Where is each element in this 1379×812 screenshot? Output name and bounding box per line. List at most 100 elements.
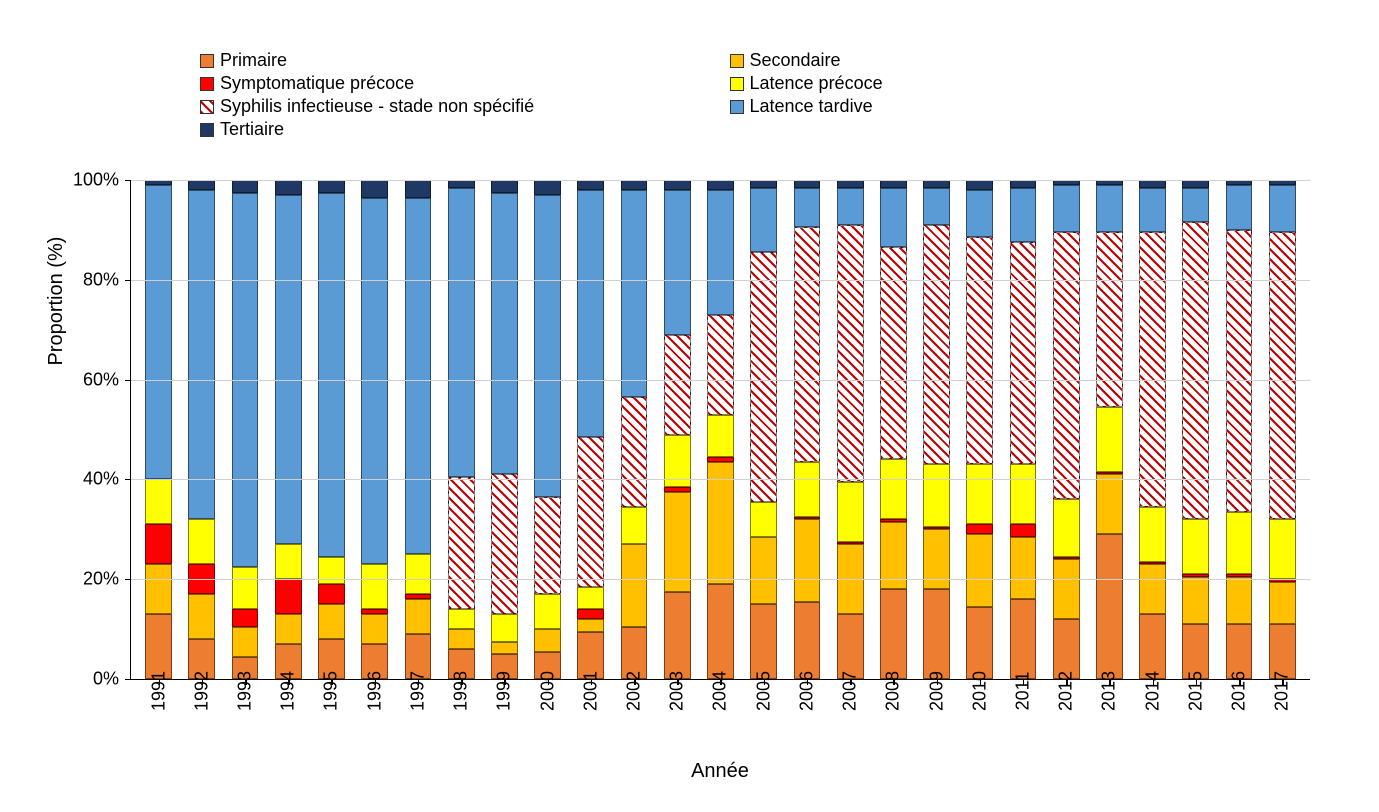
segment-latence_precoce (880, 459, 907, 519)
bar-slot: 2014 (1131, 180, 1174, 679)
xtick-label: 2007 (840, 671, 861, 711)
xtick-label: 2017 (1272, 671, 1293, 711)
segment-latence_precoce (966, 464, 993, 524)
bar-slot: 2009 (915, 180, 958, 679)
bar-2009 (923, 180, 950, 679)
segment-latence_tardive (1010, 188, 1037, 243)
segment-tertiaire (232, 180, 259, 192)
bar-1997 (405, 180, 432, 679)
bar-slot: 1996 (353, 180, 396, 679)
xtick-label: 1992 (191, 671, 212, 711)
segment-primaire (145, 614, 172, 679)
bar-slot: 2005 (742, 180, 785, 679)
segment-latence_precoce (188, 519, 215, 564)
legend-swatch-secondaire (730, 54, 744, 68)
bar-slot: 2004 (699, 180, 742, 679)
bar-slot: 2007 (829, 180, 872, 679)
xtick-label: 1996 (364, 671, 385, 711)
xtick-label: 2014 (1142, 671, 1163, 711)
y-axis-label: Proportion (%) (45, 237, 68, 366)
segment-latence_tardive (577, 190, 604, 437)
legend: PrimaireSymptomatique précoceSyphilis in… (200, 50, 1259, 142)
gridline (131, 479, 1310, 480)
bar-slot: 2001 (569, 180, 612, 679)
segment-secondaire (1226, 577, 1253, 624)
segment-secondaire (1139, 564, 1166, 614)
segment-latence_precoce (534, 594, 561, 629)
segment-primaire (880, 589, 907, 679)
segment-latence_tardive (794, 188, 821, 228)
stacked-bar-chart: PrimaireSymptomatique précoceSyphilis in… (0, 0, 1379, 812)
segment-secondaire (621, 544, 648, 626)
segment-tertiaire (534, 180, 561, 195)
segment-tertiaire (1182, 180, 1209, 187)
segment-latence_tardive (923, 188, 950, 225)
segment-latence_precoce (145, 479, 172, 524)
segment-latence_tardive (1139, 188, 1166, 233)
segment-latence_precoce (1182, 519, 1209, 574)
bar-2015 (1182, 180, 1209, 679)
bar-slot: 2000 (526, 180, 569, 679)
bar-2002 (621, 180, 648, 679)
bar-slot: 2006 (785, 180, 828, 679)
legend-label: Symptomatique précoce (220, 73, 414, 94)
segment-tertiaire (1010, 180, 1037, 187)
segment-latence_precoce (405, 554, 432, 594)
segment-latence_precoce (448, 609, 475, 629)
segment-latence_tardive (664, 190, 691, 335)
segment-non_specifie (1182, 222, 1209, 519)
segment-tertiaire (707, 180, 734, 190)
legend-item-secondaire: Secondaire (730, 50, 1260, 71)
bar-slot: 2013 (1088, 180, 1131, 679)
segment-non_specifie (837, 225, 864, 482)
xtick-label: 1998 (451, 671, 472, 711)
segment-latence_tardive (188, 190, 215, 519)
bar-2013 (1096, 180, 1123, 679)
bar-slot: 2003 (656, 180, 699, 679)
segment-non_specifie (1096, 232, 1123, 407)
xtick-label: 2012 (1056, 671, 1077, 711)
segment-secondaire (448, 629, 475, 649)
segment-tertiaire (577, 180, 604, 190)
legend-swatch-non_specifie (200, 100, 214, 114)
bar-slot: 1994 (267, 180, 310, 679)
segment-latence_tardive (880, 188, 907, 248)
bar-1995 (318, 180, 345, 679)
segment-latence_tardive (707, 190, 734, 315)
segment-latence_tardive (275, 195, 302, 544)
segment-secondaire (188, 594, 215, 639)
segment-non_specifie (966, 237, 993, 464)
segment-tertiaire (966, 180, 993, 190)
segment-non_specifie (491, 474, 518, 614)
legend-label: Tertiaire (220, 119, 284, 140)
segment-tertiaire (1139, 180, 1166, 187)
segment-primaire (750, 604, 777, 679)
legend-item-non_specifie: Syphilis infectieuse - stade non spécifi… (200, 96, 730, 117)
segment-tertiaire (621, 180, 648, 190)
bar-1998 (448, 180, 475, 679)
segment-non_specifie (923, 225, 950, 465)
bar-slot: 2010 (958, 180, 1001, 679)
segment-latence_precoce (491, 614, 518, 641)
xtick-label: 1997 (407, 671, 428, 711)
bar-slot: 1992 (180, 180, 223, 679)
legend-label: Latence précoce (750, 73, 883, 94)
xtick-label: 2015 (1185, 671, 1206, 711)
segment-non_specifie (1053, 232, 1080, 499)
plot-area: 1991199219931994199519961997199819992000… (130, 180, 1310, 680)
segment-latence_tardive (837, 188, 864, 225)
bar-2010 (966, 180, 993, 679)
segment-latence_precoce (1269, 519, 1296, 579)
legend-swatch-latence_precoce (730, 77, 744, 91)
bar-2006 (794, 180, 821, 679)
segment-latence_precoce (1053, 499, 1080, 556)
segment-latence_precoce (794, 462, 821, 517)
segment-primaire (794, 602, 821, 679)
ytick-mark (125, 479, 131, 480)
bar-slot: 2016 (1217, 180, 1260, 679)
bar-slot: 1991 (137, 180, 180, 679)
ytick-label: 40% (83, 469, 119, 490)
xtick-label: 1991 (148, 671, 169, 711)
xtick-label: 2008 (883, 671, 904, 711)
ytick-label: 20% (83, 569, 119, 590)
